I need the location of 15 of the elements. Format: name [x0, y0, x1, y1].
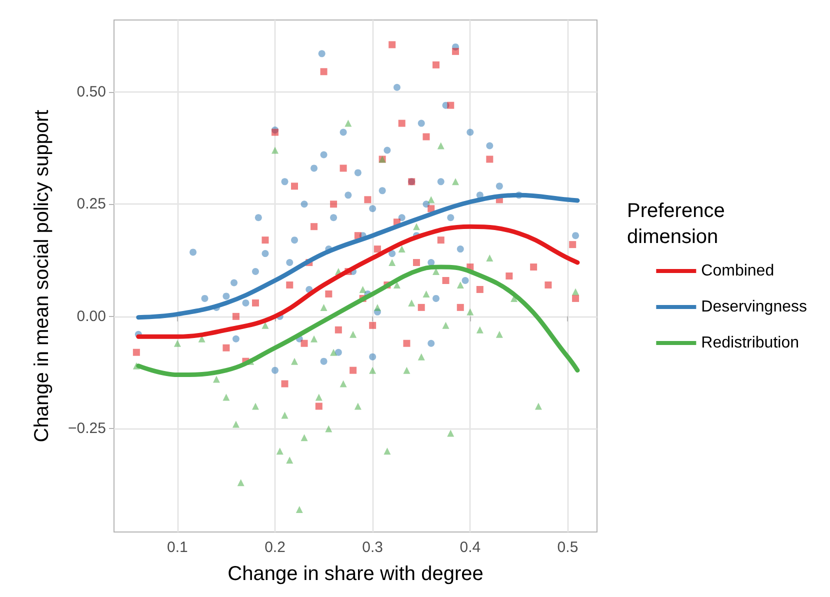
x-tick-label: 0.1 [166, 539, 188, 556]
legend-title: Preference dimension [627, 200, 730, 248]
x-axis-title: Change in share with degree [228, 563, 484, 585]
y-tick-label: 0.50 [76, 83, 106, 100]
x-tick-label: 0.5 [557, 539, 578, 556]
x-tick-label: 0.4 [460, 539, 481, 556]
y-tick-label: 0.00 [76, 308, 106, 325]
x-tick-label: 0.2 [264, 539, 286, 556]
legend-label: Redistribution [701, 334, 799, 352]
legend-label: Combined [701, 262, 774, 280]
y-tick-label: 0.25 [76, 196, 106, 213]
legend-label: Deservingness [701, 298, 807, 316]
y-axis-title: Change in mean social policy support [31, 109, 53, 442]
y-tick-label: −0.25 [68, 420, 106, 438]
x-tick-label: 0.3 [362, 539, 384, 556]
